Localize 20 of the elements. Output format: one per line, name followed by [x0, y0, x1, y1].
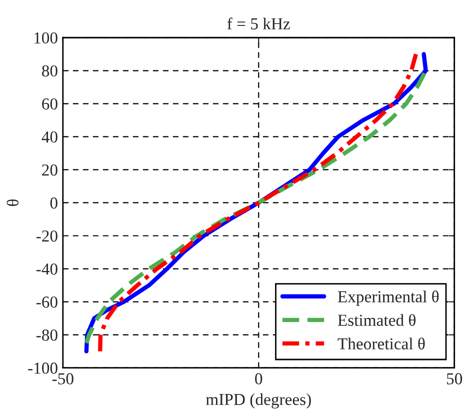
- x-tick-label: 0: [255, 373, 262, 384]
- chart-title: f = 5 kHz: [227, 18, 290, 30]
- y-tick-label: 0: [50, 197, 58, 209]
- x-tick-label: -50: [52, 373, 74, 384]
- legend-label: Theoretical θ: [338, 338, 425, 350]
- y-tick-label: -100: [28, 362, 58, 374]
- x-axis-title: mIPD (degrees): [206, 393, 311, 409]
- y-tick-label: 100: [34, 32, 58, 44]
- y-tick-label: 60: [42, 98, 58, 110]
- y-tick-label: -60: [36, 296, 58, 308]
- y-tick-label: -20: [36, 230, 58, 242]
- legend-label: Experimental θ: [338, 290, 439, 306]
- y-axis-title: θ: [6, 199, 19, 206]
- y-tick-label: -40: [36, 263, 58, 275]
- y-tick-label: 40: [42, 131, 58, 143]
- x-tick-label: 50: [446, 373, 462, 384]
- y-tick-label: -80: [36, 330, 58, 341]
- legend-label: Estimated θ: [338, 314, 416, 326]
- y-tick-label: 80: [42, 65, 58, 77]
- y-tick-label: 20: [42, 164, 58, 176]
